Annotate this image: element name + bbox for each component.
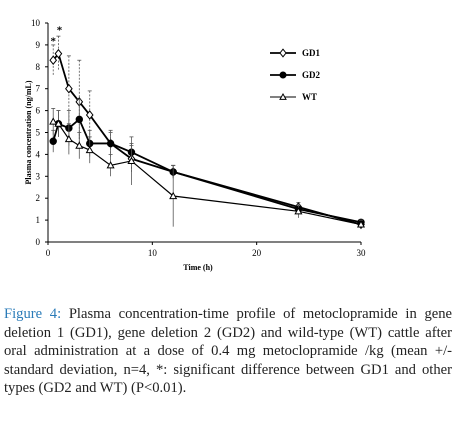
legend-marker-wt [279, 92, 287, 100]
y-tick-label: 4 [36, 149, 41, 159]
y-axis-label: Plasma concentration (ng/mL) [24, 80, 33, 184]
gd2-data-point [49, 137, 57, 145]
significance-marker: * [57, 25, 63, 37]
legend-marker-gd2 [279, 71, 287, 79]
y-tick-label: 9 [36, 40, 41, 50]
chart-svg: 0 1 2 3 4 5 6 7 8 9 10 0 10 20 30 Time (h) Plasma concen… [24, 18, 367, 272]
gd1-data-point [85, 110, 94, 120]
x-tick-label: 10 [148, 248, 158, 258]
y-tick-label: 6 [36, 106, 41, 116]
legend-label-gd2: GD2 [302, 70, 321, 80]
y-tick-label: 10 [31, 18, 41, 28]
wt-data-point [294, 207, 303, 215]
legend-label-wt: WT [302, 92, 317, 102]
chart-figure: 0 1 2 3 4 5 6 7 8 9 10 0 10 20 30 Time (h) Plasma concen… [24, 18, 367, 272]
y-tick-label: 1 [36, 215, 41, 225]
y-tick-label: 5 [36, 128, 41, 138]
x-tick-label: 30 [357, 248, 367, 258]
y-tick-label: 0 [36, 237, 41, 247]
x-axis-label: Time (h) [183, 263, 213, 272]
y-tick-label: 7 [36, 84, 41, 94]
y-tick-label: 2 [36, 193, 41, 203]
gd1-series-line [52, 51, 362, 226]
significance-marker: * [50, 36, 56, 48]
wt-series-line [52, 120, 362, 226]
x-tick-label: 20 [252, 248, 262, 258]
wt-data-point [106, 161, 115, 169]
wt-data-point [169, 191, 178, 200]
wt-data-point [54, 119, 63, 127]
caption-text: Plasma concentration-time profile of met… [4, 306, 452, 397]
wt-data-point [85, 145, 94, 154]
y-tick-label: 3 [36, 171, 41, 181]
wt-data-point [127, 156, 136, 165]
gd1-data-point [49, 55, 58, 66]
gd2-data-point [106, 139, 115, 148]
legend-label-gd1: GD1 [302, 48, 321, 58]
gd1-data-point [65, 83, 73, 94]
wt-data-point [64, 134, 73, 143]
wt-data-point [49, 117, 58, 125]
gd2-series-line [52, 117, 362, 224]
figure-label: Figure 4: [4, 306, 62, 322]
y-tick-label: 8 [36, 62, 41, 72]
gd2-data-point [75, 115, 84, 124]
gd1-data-point [54, 48, 63, 59]
x-tick-label: 0 [46, 248, 51, 258]
legend-marker-gd1 [279, 48, 287, 58]
wt-data-point [75, 141, 84, 149]
figure-caption: Figure 4: Plasma concentration-time prof… [4, 305, 452, 398]
wt-data-point [356, 220, 366, 228]
